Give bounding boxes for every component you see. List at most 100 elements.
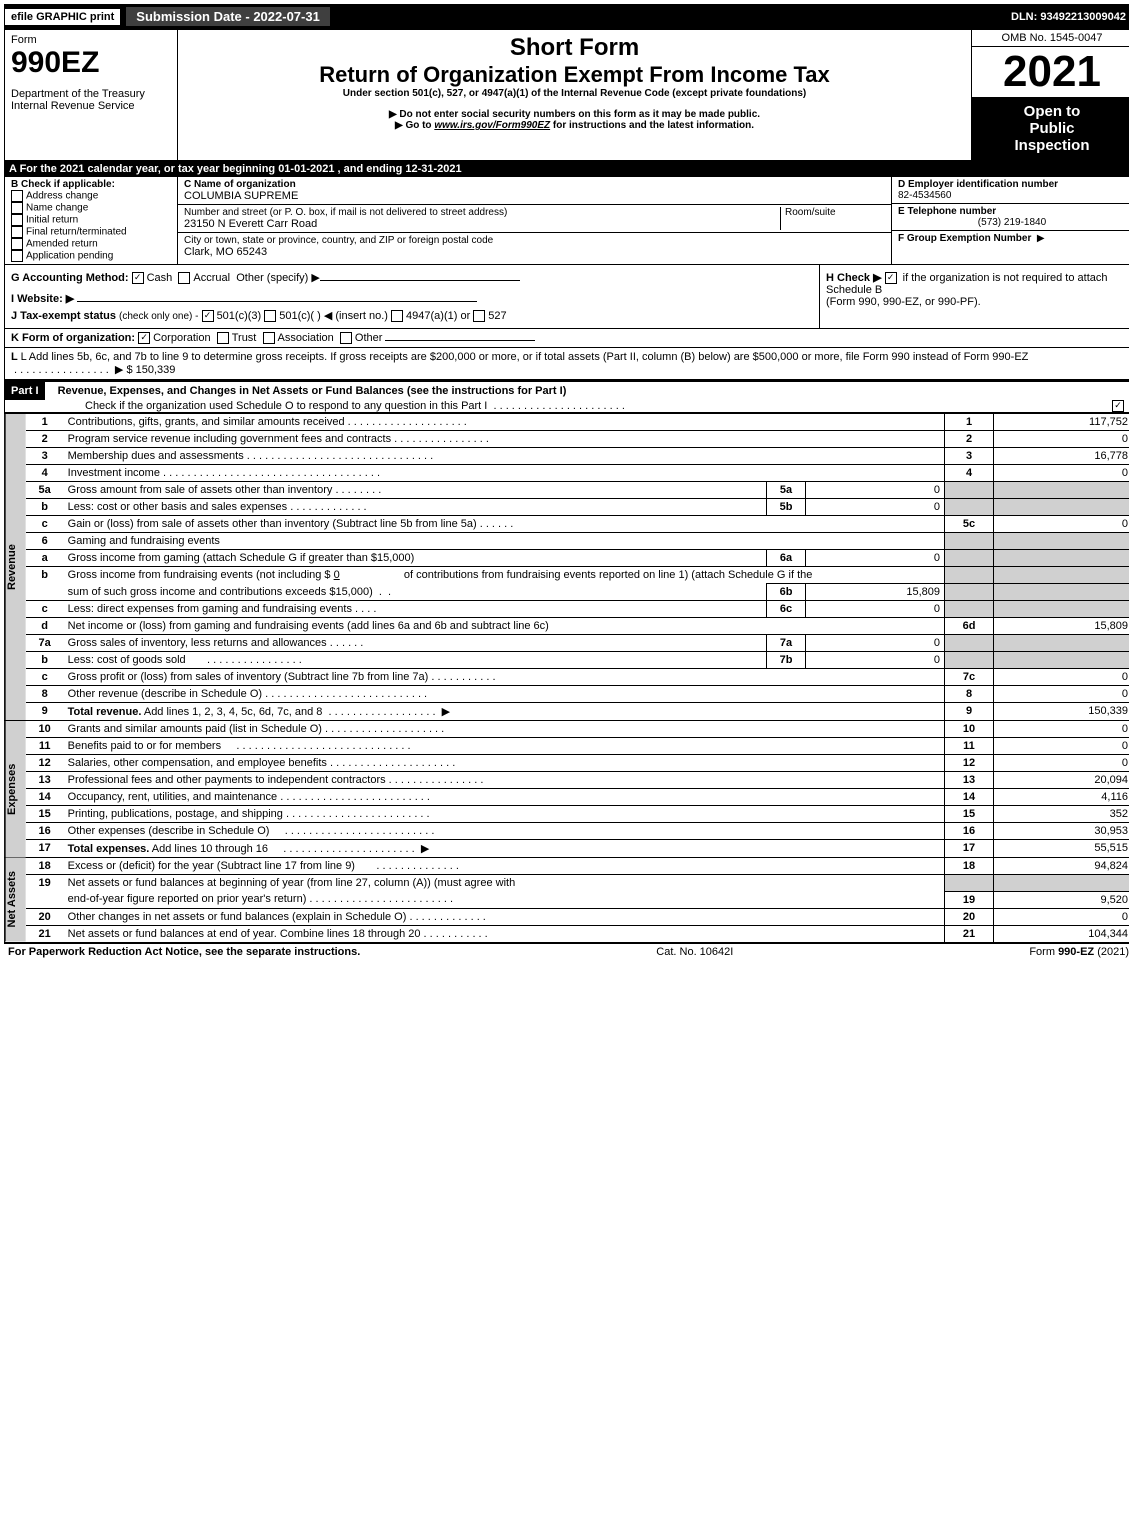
line-18: 18Excess or (deficit) for the year (Subt…: [26, 858, 1129, 875]
line-4: 4Investment income . . . . . . . . . . .…: [26, 465, 1129, 482]
section-a: A For the 2021 calendar year, or tax yea…: [5, 161, 1129, 177]
part1-title: Revenue, Expenses, and Changes in Net As…: [48, 385, 567, 397]
other-method-input[interactable]: [320, 280, 520, 281]
part1-check-text: Check if the organization used Schedule …: [85, 400, 487, 412]
org-name-label: C Name of organization: [184, 179, 885, 190]
street-value: 23150 N Everett Carr Road: [184, 218, 780, 230]
line-7c: cGross profit or (loss) from sales of in…: [26, 669, 1129, 686]
form-label: Form: [11, 34, 171, 46]
subtitle: Under section 501(c), 527, or 4947(a)(1)…: [188, 88, 961, 99]
line-9: 9Total revenue. Add lines 1, 2, 3, 4, 5c…: [26, 703, 1129, 721]
open3: Inspection: [976, 137, 1128, 154]
line-19a: 19Net assets or fund balances at beginni…: [26, 875, 1129, 892]
check-trust[interactable]: [217, 332, 229, 344]
website-input[interactable]: [77, 301, 477, 302]
line-6c: cLess: direct expenses from gaming and f…: [26, 601, 1129, 618]
irs-link[interactable]: www.irs.gov/Form990EZ: [434, 120, 550, 131]
line-14: 14Occupancy, rent, utilities, and mainte…: [26, 789, 1129, 806]
check-accrual[interactable]: [178, 272, 190, 284]
check-4947[interactable]: [391, 310, 403, 322]
other-org-input[interactable]: [385, 340, 535, 341]
footer-right: Form 990-EZ (2021): [1029, 946, 1129, 958]
top-bar: efile GRAPHIC print Submission Date - 20…: [4, 4, 1129, 29]
footer-center: Cat. No. 10642I: [656, 946, 733, 958]
header-row: Form 990EZ Department of the Treasury In…: [5, 30, 1129, 161]
form-number: 990EZ: [11, 46, 171, 80]
phone-value: (573) 219-1840: [898, 217, 1126, 228]
open-inspection: Open to Public Inspection: [972, 97, 1129, 160]
line-20: 20Other changes in net assets or fund ba…: [26, 908, 1129, 925]
dept-label: Department of the Treasury: [11, 88, 171, 100]
col-b: B Check if applicable: Address change Na…: [5, 177, 178, 264]
row-gh: G Accounting Method: ✓Cash Accrual Other…: [5, 265, 1129, 329]
col-c: C Name of organization COLUMBIA SUPREME …: [178, 177, 891, 264]
header-left: Form 990EZ Department of the Treasury In…: [5, 30, 178, 160]
row-g: G Accounting Method: ✓Cash Accrual Other…: [11, 271, 813, 284]
line-21: 21Net assets or fund balances at end of …: [26, 925, 1129, 942]
check-assoc[interactable]: [263, 332, 275, 344]
city-label: City or town, state or province, country…: [184, 235, 885, 246]
check-501c3[interactable]: ✓: [202, 310, 214, 322]
line-10: 10Grants and similar amounts paid (list …: [26, 721, 1129, 738]
check-other-org[interactable]: [340, 332, 352, 344]
check-pending[interactable]: [11, 250, 23, 262]
footer-left: For Paperwork Reduction Act Notice, see …: [8, 946, 360, 958]
expenses-section: Expenses 10Grants and similar amounts pa…: [5, 720, 1129, 857]
expenses-table: 10Grants and similar amounts paid (list …: [26, 721, 1129, 857]
line-5b: bLess: cost or other basis and sales exp…: [26, 499, 1129, 516]
check-address[interactable]: [11, 190, 23, 202]
ein-label: D Employer identification number: [898, 179, 1126, 190]
efile-label[interactable]: efile GRAPHIC print: [5, 9, 120, 25]
phone-label: E Telephone number: [898, 206, 1126, 217]
check-name[interactable]: [11, 202, 23, 214]
netassets-label: Net Assets: [5, 858, 26, 942]
col-b-label: B Check if applicable:: [11, 179, 171, 190]
check-cash[interactable]: ✓: [132, 272, 144, 284]
check-schedule-o[interactable]: ✓: [1112, 400, 1124, 412]
check-501c[interactable]: [264, 310, 276, 322]
check-amended[interactable]: [11, 238, 23, 250]
check-final[interactable]: [11, 226, 23, 238]
check-527[interactable]: [473, 310, 485, 322]
group-exempt-arrow: ▶: [1037, 233, 1045, 244]
city-value: Clark, MO 65243: [184, 246, 885, 258]
check-initial[interactable]: [11, 214, 23, 226]
line-7b: bLess: cost of goods sold . . . . . . . …: [26, 652, 1129, 669]
line-6d: dNet income or (loss) from gaming and fu…: [26, 618, 1129, 635]
col-def: D Employer identification number 82-4534…: [891, 177, 1129, 264]
ein-value: 82-4534560: [898, 190, 1126, 201]
line-16: 16Other expenses (describe in Schedule O…: [26, 823, 1129, 840]
line-12: 12Salaries, other compensation, and empl…: [26, 755, 1129, 772]
open1: Open to: [976, 103, 1128, 120]
line-7a: 7aGross sales of inventory, less returns…: [26, 635, 1129, 652]
room-label: Room/suite: [785, 207, 885, 218]
header-center: Short Form Return of Organization Exempt…: [178, 30, 971, 160]
revenue-table: 1Contributions, gifts, grants, and simil…: [26, 414, 1129, 720]
row-i: I Website: ▶: [11, 292, 813, 305]
row-k: K Form of organization: ✓Corporation Tru…: [5, 329, 1129, 348]
line-13: 13Professional fees and other payments t…: [26, 772, 1129, 789]
return-title: Return of Organization Exempt From Incom…: [188, 62, 961, 88]
row-h: H Check ▶ ✓ if the organization is not r…: [819, 265, 1129, 328]
footer: For Paperwork Reduction Act Notice, see …: [4, 944, 1129, 960]
check-corp[interactable]: ✓: [138, 332, 150, 344]
note1: ▶ Do not enter social security numbers o…: [188, 109, 961, 120]
part1-label: Part I: [5, 382, 45, 400]
netassets-table: 18Excess or (deficit) for the year (Subt…: [26, 858, 1129, 942]
omb-label: OMB No. 1545-0047: [972, 30, 1129, 47]
expenses-label: Expenses: [5, 721, 26, 857]
revenue-section: Revenue 1Contributions, gifts, grants, a…: [5, 413, 1129, 720]
line-6a: aGross income from gaming (attach Schedu…: [26, 550, 1129, 567]
line-8: 8Other revenue (describe in Schedule O) …: [26, 686, 1129, 703]
check-schedule-b[interactable]: ✓: [885, 272, 897, 284]
open2: Public: [976, 120, 1128, 137]
org-name: COLUMBIA SUPREME: [184, 190, 885, 202]
line-17: 17Total expenses. Add lines 10 through 1…: [26, 840, 1129, 858]
gross-receipts: 150,339: [136, 364, 176, 376]
line-19b: end-of-year figure reported on prior yea…: [26, 891, 1129, 908]
tax-year: 2021: [972, 47, 1129, 97]
revenue-label: Revenue: [5, 414, 26, 720]
group-exempt-label: F Group Exemption Number: [898, 233, 1031, 244]
line-6: 6Gaming and fundraising events: [26, 533, 1129, 550]
row-bcdef: B Check if applicable: Address change Na…: [5, 177, 1129, 265]
